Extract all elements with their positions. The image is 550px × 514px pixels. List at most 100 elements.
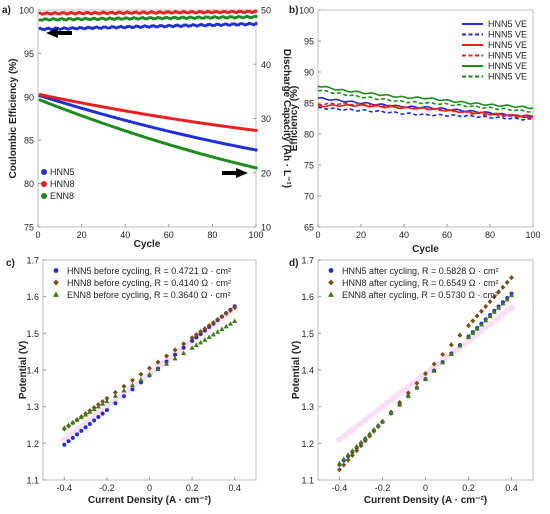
x-tick-label: -0.2: [99, 483, 115, 493]
data-point: [83, 411, 89, 417]
data-point: [440, 351, 446, 358]
x-axis-label: Current Density (A · cm⁻²): [364, 495, 487, 506]
data-point: [202, 337, 208, 342]
x-axis-label: Current Density (A · cm⁻²): [88, 495, 211, 506]
data-point: [423, 376, 428, 382]
data-point: [431, 368, 437, 373]
data-point: [181, 345, 186, 350]
y-tick-label: 100: [19, 6, 34, 16]
data-point: [78, 414, 84, 420]
y2-tick-label: 10: [261, 223, 271, 233]
legend-label: ENN8 after cycling, R = 0.5730 Ω · cm²: [342, 290, 498, 300]
data-point: [414, 384, 420, 390]
data-point: [75, 432, 80, 437]
y2-tick-label: 20: [261, 168, 271, 178]
data-point: [172, 355, 178, 361]
legend-marker: [328, 279, 334, 286]
data-point: [496, 305, 502, 310]
data-point: [198, 339, 204, 345]
x-tick-label: 40: [399, 230, 409, 240]
data-point: [479, 308, 484, 314]
y-tick-label: 1.5: [26, 329, 39, 339]
data-point: [219, 313, 225, 320]
legend-label: HNN5 VE: [488, 51, 527, 61]
y-tick-label: 1.2: [301, 439, 314, 449]
data-point: [66, 422, 72, 428]
x-tick-label: 80: [485, 230, 495, 240]
legend-marker: [53, 291, 59, 297]
y-tick-label: 1.1: [26, 476, 39, 486]
data-point: [350, 452, 355, 458]
y-tick-label: 75: [24, 223, 34, 233]
legend-marker: [328, 291, 334, 297]
data-point: [92, 418, 97, 423]
data-point: [354, 447, 360, 454]
legend-label: HNN5 VE: [488, 72, 527, 82]
data-point: [405, 393, 411, 398]
data-point: [500, 284, 506, 290]
y-tick-label: 1.4: [26, 366, 39, 376]
data-point: [138, 377, 144, 382]
data-point: [431, 361, 437, 367]
data-point: [147, 371, 152, 377]
data-point: [483, 303, 489, 310]
data-point: [91, 406, 97, 412]
data-point: [509, 292, 514, 298]
x-tick-label: -0.4: [57, 483, 73, 493]
y-tick-label: 100: [299, 6, 314, 16]
data-point: [367, 431, 373, 436]
data-point: [181, 341, 186, 347]
y-tick-label: 1.7: [26, 256, 39, 266]
data-point: [61, 425, 67, 430]
data-point: [112, 393, 118, 398]
data-point: [164, 353, 169, 359]
data-point: [83, 425, 88, 430]
legend-marker: [328, 268, 334, 273]
arrow-right-axis-icon: [222, 168, 248, 178]
data-point: [345, 452, 351, 457]
data-point: [358, 443, 364, 449]
panel-label: d): [289, 258, 298, 269]
data-point: [491, 294, 497, 300]
data-point: [181, 350, 187, 356]
x-tick-label: 0: [35, 230, 40, 240]
x-tick-label: 0.4: [505, 483, 518, 493]
data-point: [228, 307, 233, 314]
data-point: [147, 365, 152, 371]
data-point: [371, 426, 377, 432]
panel-a-data: [38, 9, 258, 170]
data-point: [254, 128, 258, 133]
data-point: [173, 352, 178, 357]
data-point: [215, 316, 221, 323]
x-tick-label: 100: [248, 230, 263, 240]
data-point: [414, 380, 420, 386]
data-point: [341, 462, 347, 468]
legend-marker-enn8: [41, 193, 47, 199]
x-tick-label: 0: [147, 483, 152, 493]
y-tick-label: 1.3: [26, 402, 39, 412]
y-tick-label: 80: [24, 179, 34, 189]
data-point: [223, 310, 229, 317]
panel-a-label: a): [2, 5, 11, 16]
data-point: [113, 389, 118, 396]
data-point: [211, 320, 216, 326]
data-point: [504, 296, 510, 302]
data-point: [474, 313, 480, 319]
x-tick-label: 0.2: [186, 483, 199, 493]
legend-marker-hnn8: [41, 181, 47, 187]
data-point: [448, 351, 454, 356]
data-point: [423, 371, 428, 377]
data-point: [254, 9, 258, 13]
data-point: [483, 317, 489, 323]
panel-b-label: b): [289, 5, 298, 16]
data-point: [354, 443, 360, 449]
y-tick-label: 90: [24, 92, 34, 102]
data-point: [232, 304, 238, 311]
legend-label: HNN8: [50, 179, 75, 189]
data-point: [210, 331, 216, 337]
x-tick-label: 20: [356, 230, 366, 240]
data-point: [74, 417, 80, 422]
y-tick-label: 1.3: [301, 402, 314, 412]
data-point: [254, 166, 258, 170]
